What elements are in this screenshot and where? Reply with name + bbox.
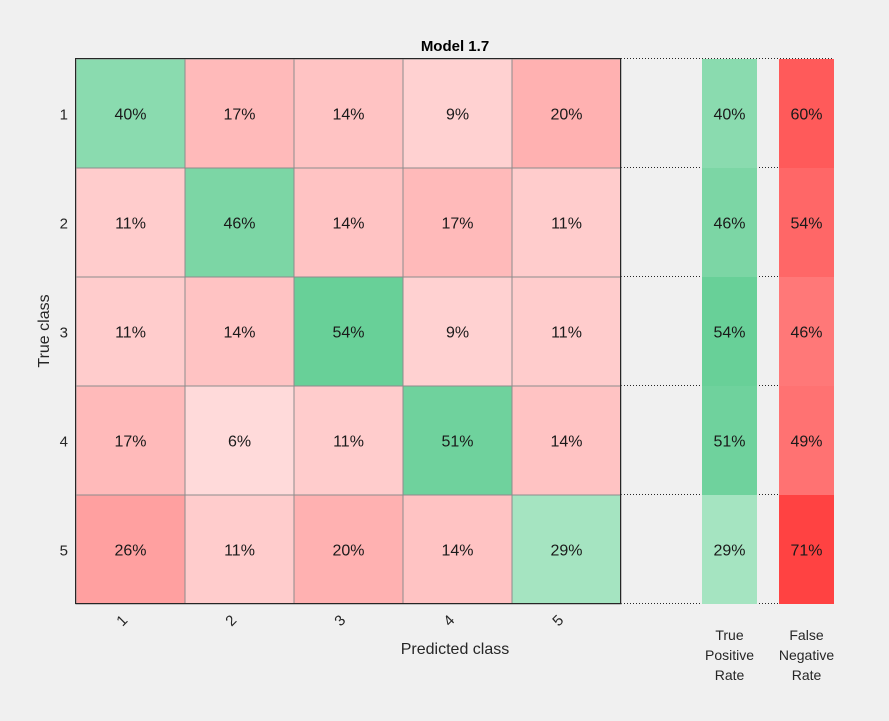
fnr-cell bbox=[779, 168, 834, 277]
row-tick-label: 5 bbox=[60, 543, 68, 560]
col-tick-label: 3 bbox=[331, 612, 349, 630]
matrix-cell bbox=[75, 167, 186, 278]
matrix-cell-label: 14% bbox=[550, 434, 582, 451]
matrix-cell-label: 17% bbox=[223, 107, 255, 124]
row-tick-label: 3 bbox=[60, 325, 68, 342]
matrix-cell-label: 11% bbox=[224, 543, 255, 560]
matrix-cell-label: 20% bbox=[550, 107, 582, 124]
matrix-cell bbox=[293, 276, 404, 387]
matrix-cell bbox=[184, 276, 295, 387]
matrix-cell bbox=[293, 385, 404, 496]
summary-column-label-line: True bbox=[715, 627, 743, 643]
matrix-cell-label: 46% bbox=[223, 216, 255, 233]
matrix-cell-label: 51% bbox=[441, 434, 473, 451]
summary-column-labels: True Positive Rate False Negative Rate bbox=[705, 627, 834, 683]
summary-column-label-line: Rate bbox=[715, 667, 745, 683]
matrix-frame bbox=[75, 58, 621, 604]
tpr-cell-label: 51% bbox=[713, 434, 745, 451]
fnr-cell-label: 46% bbox=[790, 325, 822, 342]
tpr-cell-label: 29% bbox=[713, 543, 745, 560]
tpr-cell bbox=[702, 59, 757, 168]
fnr-cell-label: 60% bbox=[790, 107, 822, 124]
summary-column-label-line: Positive bbox=[705, 647, 754, 663]
tpr-cell bbox=[702, 386, 757, 495]
chart-title: Model 1.7 bbox=[421, 38, 489, 55]
matrix-cell bbox=[511, 167, 622, 278]
matrix-cell bbox=[184, 494, 295, 605]
matrix-cell-label: 11% bbox=[333, 434, 364, 451]
row-tick-label: 4 bbox=[60, 434, 68, 451]
matrix-cell-label: 11% bbox=[551, 325, 582, 342]
tpr-cell-label: 46% bbox=[713, 216, 745, 233]
tpr-cell-label: 54% bbox=[713, 325, 745, 342]
tpr-cell bbox=[702, 495, 757, 604]
matrix-cell bbox=[402, 276, 513, 387]
tpr-cell bbox=[702, 277, 757, 386]
matrix-cell-label: 6% bbox=[228, 434, 251, 451]
matrix-cell-label: 20% bbox=[332, 543, 364, 560]
matrix-cell bbox=[184, 385, 295, 496]
matrix-cell bbox=[293, 494, 404, 605]
fnr-cell bbox=[779, 277, 834, 386]
summary-columns: 40% 46% 54% 51% 29% 60% 54% 46% 49% 71% bbox=[702, 59, 834, 604]
matrix-cell-label: 11% bbox=[551, 216, 582, 233]
matrix-cell bbox=[402, 167, 513, 278]
matrix-cell-label: 14% bbox=[223, 325, 255, 342]
col-tick-label: 1 bbox=[113, 612, 131, 630]
matrix-cell-label: 14% bbox=[332, 216, 364, 233]
summary-column-label-line: Rate bbox=[792, 667, 822, 683]
matrix-cell-label: 11% bbox=[115, 216, 146, 233]
fnr-cell-label: 54% bbox=[790, 216, 822, 233]
col-tick-label: 2 bbox=[222, 612, 240, 630]
matrix-cell-label: 9% bbox=[446, 107, 469, 124]
matrix-cell-label: 17% bbox=[441, 216, 473, 233]
fnr-cell bbox=[779, 386, 834, 495]
col-tick-labels: 1 2 3 4 5 bbox=[113, 612, 567, 630]
tpr-cell-label: 40% bbox=[713, 107, 745, 124]
fnr-cell bbox=[779, 495, 834, 604]
confusion-matrix-cells: 40% 17% 14% 9% 20% 11% 46% 14% 17% 11% 11% 14% 54% 9%… bbox=[75, 58, 622, 605]
matrix-cell bbox=[75, 494, 186, 605]
matrix-cell-label: 11% bbox=[115, 325, 146, 342]
matrix-cell-label: 29% bbox=[550, 543, 582, 560]
matrix-cell-label: 9% bbox=[446, 325, 469, 342]
col-tick-label: 5 bbox=[549, 612, 567, 630]
col-tick-label: 4 bbox=[440, 612, 458, 630]
matrix-cell bbox=[402, 58, 513, 169]
row-tick-label: 1 bbox=[60, 107, 68, 124]
matrix-cell bbox=[402, 494, 513, 605]
matrix-cell-label: 40% bbox=[114, 107, 146, 124]
tpr-cell bbox=[702, 168, 757, 277]
x-axis-label: Predicted class bbox=[401, 641, 510, 658]
summary-column-label-line: Negative bbox=[779, 647, 834, 663]
matrix-cell bbox=[293, 58, 404, 169]
y-axis-label: True class bbox=[36, 294, 53, 367]
row-tick-label: 2 bbox=[60, 216, 68, 233]
matrix-cell-label: 54% bbox=[332, 325, 364, 342]
summary-column-label-line: False bbox=[789, 627, 823, 643]
matrix-cell-label: 14% bbox=[441, 543, 473, 560]
row-tick-labels: 1 2 3 4 5 bbox=[60, 107, 68, 560]
matrix-cell bbox=[511, 276, 622, 387]
matrix-cell bbox=[511, 385, 622, 496]
matrix-cell-label: 26% bbox=[114, 543, 146, 560]
fnr-cell-label: 71% bbox=[790, 543, 822, 560]
matrix-cell-label: 14% bbox=[332, 107, 364, 124]
matrix-cell-label: 17% bbox=[114, 434, 146, 451]
matrix-cell bbox=[184, 167, 295, 278]
matrix-cell bbox=[75, 276, 186, 387]
fnr-cell-label: 49% bbox=[790, 434, 822, 451]
fnr-cell bbox=[779, 59, 834, 168]
